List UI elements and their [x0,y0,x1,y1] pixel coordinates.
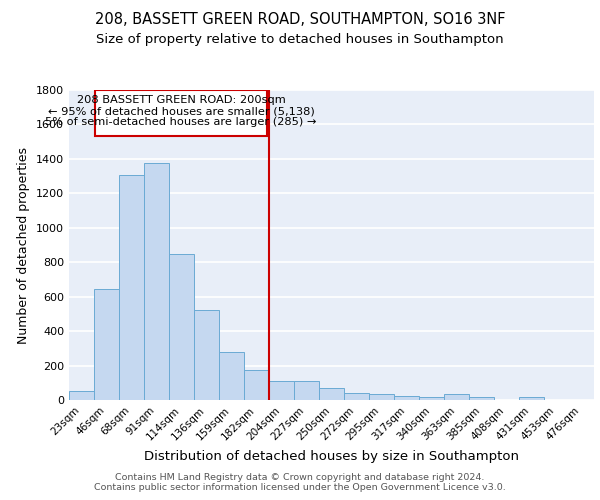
Bar [344,393,369,400]
Bar [95,90,267,136]
Bar [419,398,444,400]
Text: ← 95% of detached houses are smaller (5,138): ← 95% of detached houses are smaller (5,… [48,106,314,116]
Bar [244,370,269,400]
X-axis label: Distribution of detached houses by size in Southampton: Distribution of detached houses by size … [144,450,519,463]
Bar [444,394,469,400]
Bar [219,352,244,400]
Bar [394,396,419,400]
Text: 5% of semi-detached houses are larger (285) →: 5% of semi-detached houses are larger (2… [46,118,317,128]
Text: Contains HM Land Registry data © Crown copyright and database right 2024.
Contai: Contains HM Land Registry data © Crown c… [94,473,506,492]
Bar [194,310,219,400]
Bar [69,390,94,400]
Text: 208, BASSETT GREEN ROAD, SOUTHAMPTON, SO16 3NF: 208, BASSETT GREEN ROAD, SOUTHAMPTON, SO… [95,12,505,28]
Bar [269,381,294,400]
Bar [319,388,344,400]
Bar [294,381,319,400]
Bar [119,176,144,400]
Text: 208 BASSETT GREEN ROAD: 200sqm: 208 BASSETT GREEN ROAD: 200sqm [77,95,286,105]
Bar [469,398,494,400]
Text: Size of property relative to detached houses in Southampton: Size of property relative to detached ho… [96,32,504,46]
Bar [144,163,169,400]
Bar [94,289,119,400]
Y-axis label: Number of detached properties: Number of detached properties [17,146,31,344]
Bar [519,398,544,400]
Bar [369,394,394,400]
Bar [169,254,194,400]
